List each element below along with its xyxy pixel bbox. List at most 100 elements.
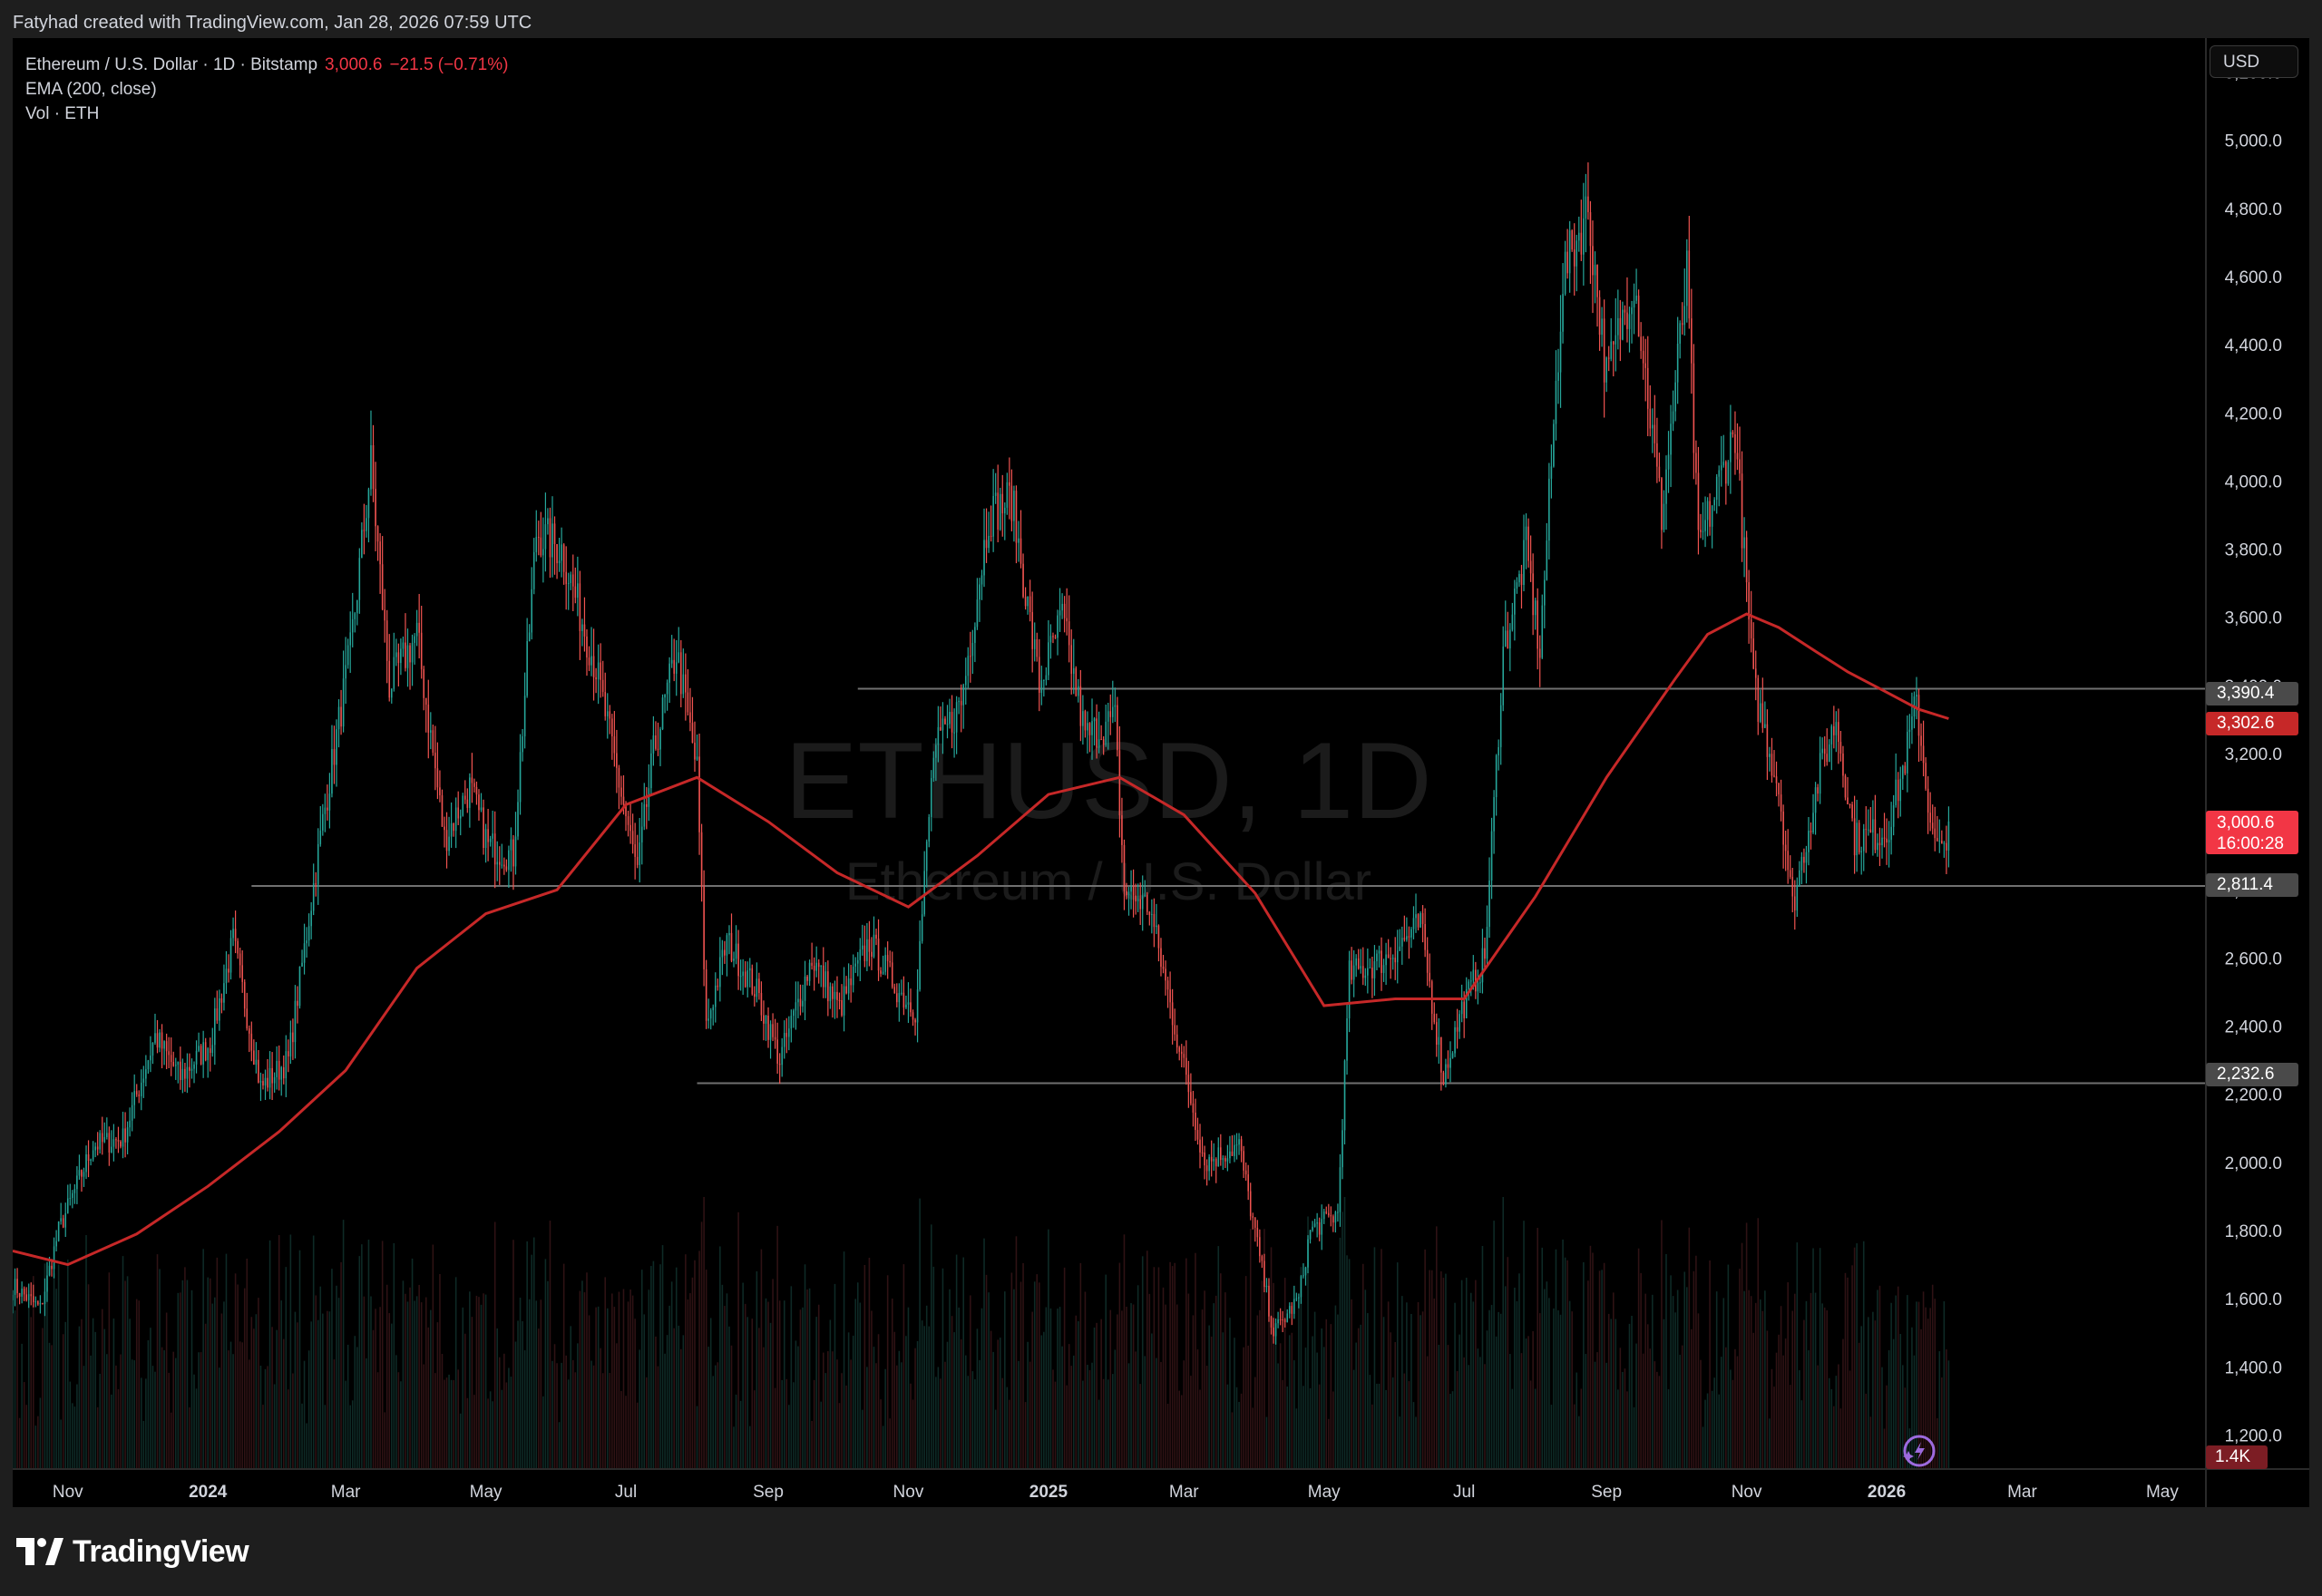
volume-bar <box>92 1318 94 1469</box>
time-tick-label: 2025 <box>1029 1483 1068 1502</box>
candle-body <box>151 1042 154 1056</box>
legend-symbol-row[interactable]: Ethereum / U.S. Dollar · 1D · Bitstamp 3,… <box>25 53 508 77</box>
time-tick-label: May <box>1308 1483 1341 1502</box>
volume-bar <box>862 1409 863 1469</box>
volume-bar <box>1895 1295 1897 1469</box>
chart-frame[interactable]: ETHUSD, 1D Ethereum / U.S. Dollar 1,200.… <box>13 38 2309 1507</box>
volume-bar <box>1495 1336 1498 1469</box>
volume-bar <box>1261 1280 1263 1469</box>
volume-bar <box>561 1362 562 1469</box>
volume-bar <box>280 1300 283 1469</box>
candle-body <box>436 768 439 788</box>
volume-bar <box>1821 1303 1823 1469</box>
volume-bar <box>774 1387 776 1469</box>
legend-volume-row[interactable]: Vol · ETH <box>25 104 100 123</box>
candle-body <box>1213 1158 1215 1162</box>
candle-body <box>1451 1053 1454 1058</box>
volume-bar <box>949 1289 951 1469</box>
candle-body <box>1676 343 1679 383</box>
candle-body <box>1300 1276 1302 1298</box>
candle-body <box>604 692 607 716</box>
candle-body <box>772 1024 774 1037</box>
level-label-3390: 3,390.4 <box>2206 682 2298 706</box>
candle-body <box>618 767 620 788</box>
candle-body <box>1947 821 1950 851</box>
volume-bar <box>1068 1344 1070 1469</box>
volume-bar <box>64 1321 67 1469</box>
candle-body <box>1688 250 1691 319</box>
volume-bar <box>824 1373 827 1469</box>
candle-body <box>142 1078 145 1083</box>
candle-body <box>863 945 866 961</box>
legend-ema-row[interactable]: EMA (200, close) <box>25 80 157 99</box>
volume-bar <box>570 1326 572 1469</box>
volume-bar <box>258 1298 259 1469</box>
candle-body <box>949 712 951 725</box>
volume-bar <box>1720 1357 1722 1469</box>
candle-body <box>822 965 824 988</box>
volume-bar <box>793 1382 795 1469</box>
candle-body <box>445 830 448 852</box>
candle-body <box>297 1000 298 1007</box>
candle-body <box>994 492 997 496</box>
candle-body <box>595 676 597 680</box>
currency-button[interactable]: USD <box>2210 45 2298 78</box>
candle-body <box>1166 980 1169 990</box>
candle-body <box>1853 818 1856 856</box>
candle-body <box>73 1189 76 1193</box>
candle-body <box>1105 721 1107 745</box>
candle-body <box>1727 462 1730 484</box>
chart-canvas[interactable]: ETHUSD, 1D Ethereum / U.S. Dollar 1,200.… <box>13 38 2309 1507</box>
volume-bar <box>604 1277 607 1469</box>
volume-bar <box>549 1221 551 1469</box>
candle-body <box>1445 1064 1447 1085</box>
candle-body <box>1029 596 1031 613</box>
candle-body <box>271 1067 273 1084</box>
candle-body <box>1137 899 1139 902</box>
volume-bar <box>1199 1389 1201 1469</box>
tradingview-logo[interactable]: TradingView <box>16 1533 249 1570</box>
candle-body <box>1766 724 1769 757</box>
candle-body <box>659 728 661 750</box>
volume-bar <box>1628 1323 1631 1469</box>
alert-icon[interactable] <box>1903 1435 1936 1467</box>
candle-body <box>1447 1064 1449 1068</box>
candle-body <box>1789 870 1791 878</box>
volume-bar <box>220 1313 223 1469</box>
time-axis-ticks[interactable]: Nov 2024 Mar May Jul Sep Nov 2025 Mar May Jul Sep No… <box>53 1483 2179 1502</box>
price-axis-ticks[interactable]: 1,200.01,400.01,600.01,800.02,000.02,200… <box>2225 64 2282 1446</box>
volume-bar <box>301 1403 303 1469</box>
candle-body <box>189 1066 190 1071</box>
volume-bar <box>1904 1387 1907 1469</box>
volume-bar <box>666 1335 668 1469</box>
candle-body <box>670 659 673 664</box>
candle-body <box>1761 703 1764 728</box>
volume-bar <box>778 1300 781 1469</box>
candle-body <box>1334 1212 1337 1223</box>
candle-body <box>1231 1151 1234 1156</box>
candle-body <box>1084 711 1087 731</box>
volume-bar <box>1312 1336 1313 1469</box>
volume-bar <box>696 1406 698 1469</box>
candle-body <box>492 833 493 839</box>
volume-bar <box>23 1382 25 1469</box>
volume-bar <box>1603 1262 1605 1469</box>
candle-body <box>970 656 971 657</box>
volume-bar <box>1520 1353 1523 1469</box>
volume-bar <box>542 1396 544 1469</box>
time-tick-label: Sep <box>1591 1483 1622 1502</box>
candle-body <box>1001 493 1004 514</box>
volume-bar <box>832 1351 834 1469</box>
volume-bar <box>1766 1330 1769 1469</box>
volume-bar <box>1390 1332 1391 1469</box>
candle-body <box>1433 1013 1436 1023</box>
candle-body <box>685 674 687 693</box>
candle-body <box>1507 630 1509 649</box>
candle-body <box>1849 803 1851 805</box>
volume-bar <box>856 1282 859 1469</box>
candle-body <box>1460 1001 1463 1015</box>
volume-bar <box>1695 1255 1697 1469</box>
candle-body <box>505 866 508 871</box>
candle-body <box>829 986 832 1002</box>
candle-body <box>691 722 694 744</box>
